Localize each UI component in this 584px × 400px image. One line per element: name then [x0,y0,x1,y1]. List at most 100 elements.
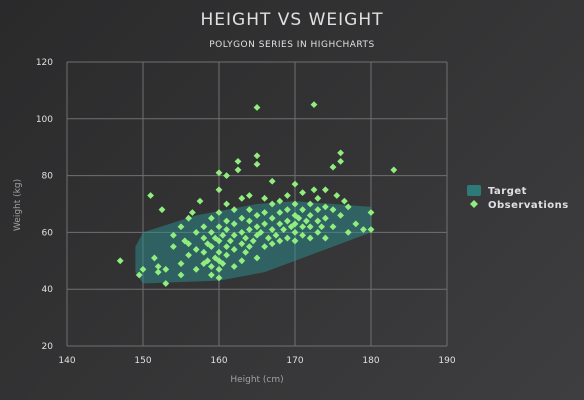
observation-point[interactable] [151,254,158,262]
observation-point[interactable] [295,214,303,222]
observation-point[interactable] [360,226,367,233]
observation-point[interactable] [154,268,162,276]
observation-point[interactable] [333,192,341,199]
observation-point[interactable] [189,209,196,216]
observation-point[interactable] [306,223,314,231]
observation-point[interactable] [322,186,329,194]
observation-point[interactable] [291,180,299,188]
observation-point[interactable] [208,271,215,279]
observation-point[interactable] [177,223,185,231]
observation-point[interactable] [268,214,276,222]
observation-point[interactable] [227,237,234,245]
observation-point[interactable] [185,214,192,222]
observation-point[interactable] [314,194,322,202]
observation-point[interactable] [219,260,227,268]
observation-point[interactable] [147,192,154,199]
observation-point[interactable] [185,240,192,248]
observation-point[interactable] [291,220,299,228]
observation-point[interactable] [337,158,344,165]
observation-point[interactable] [329,206,337,214]
observation-point[interactable] [208,214,215,222]
observation-point[interactable] [268,226,276,233]
observation-point[interactable] [238,229,246,236]
observation-point[interactable] [246,243,253,250]
observation-point[interactable] [139,265,147,273]
observation-point[interactable] [246,226,253,233]
observation-point[interactable] [261,194,268,202]
observation-point[interactable] [268,177,276,185]
observation-point[interactable] [344,229,352,236]
observation-point[interactable] [162,265,170,273]
observation-point[interactable] [246,217,253,225]
observation-point[interactable] [116,257,124,265]
observation-point[interactable] [390,166,398,174]
observation-point[interactable] [344,203,352,211]
observation-point[interactable] [322,203,329,211]
observation-point[interactable] [284,192,291,199]
observation-point[interactable] [208,243,215,250]
observation-point[interactable] [314,217,322,225]
observation-point[interactable] [234,158,242,165]
observation-point[interactable] [314,206,322,214]
observation-point[interactable] [367,226,375,233]
observation-point[interactable] [170,231,177,239]
observation-point[interactable] [261,243,268,250]
observation-point[interactable] [181,237,189,245]
observation-point[interactable] [230,263,238,270]
observation-point[interactable] [253,152,261,160]
observation-point[interactable] [223,172,230,179]
observation-point[interactable] [329,223,337,231]
observation-point[interactable] [185,251,192,259]
observation-point[interactable] [177,271,185,279]
observation-point[interactable] [253,231,261,239]
observation-point[interactable] [219,231,227,239]
observation-point[interactable] [208,263,215,270]
observation-point[interactable] [246,206,253,214]
observation-point[interactable] [268,200,276,208]
observation-point[interactable] [253,223,261,231]
observation-point[interactable] [280,226,287,233]
observation-point[interactable] [192,265,200,273]
observation-point[interactable] [265,234,272,242]
observation-point[interactable] [276,237,284,245]
observation-point[interactable] [314,229,322,236]
observation-point[interactable] [200,223,208,231]
observation-point[interactable] [177,260,185,268]
observation-point[interactable] [284,206,291,214]
observation-point[interactable] [215,274,223,282]
observation-point[interactable] [230,231,238,239]
observation-point[interactable] [299,189,306,197]
observation-point[interactable] [223,226,230,233]
observation-point[interactable] [253,211,261,219]
observation-point[interactable] [276,220,284,228]
observation-point[interactable] [322,214,329,222]
observation-point[interactable] [230,206,238,214]
observation-point[interactable] [230,220,238,228]
observation-point[interactable] [234,166,242,174]
observation-point[interactable] [310,101,318,108]
observation-point[interactable] [291,211,299,219]
observation-point[interactable] [223,200,230,208]
observation-point[interactable] [135,271,143,279]
observation-point[interactable] [215,223,223,231]
observation-point[interactable] [215,248,223,256]
observation-point[interactable] [162,280,170,287]
observation-point[interactable] [192,246,200,253]
observation-point[interactable] [306,211,314,219]
observation-point[interactable] [215,265,223,273]
observation-point[interactable] [276,197,284,205]
observation-point[interactable] [253,160,261,168]
observation-point[interactable] [329,163,337,171]
observation-point[interactable] [261,220,268,228]
observation-point[interactable] [170,243,177,250]
observation-point[interactable] [211,234,219,242]
observation-point[interactable] [299,231,306,239]
observation-point[interactable] [268,240,276,248]
observation-point[interactable] [200,248,208,256]
observation-point[interactable] [337,149,344,157]
observation-point[interactable] [253,254,261,262]
observation-point[interactable] [230,246,238,253]
observation-point[interactable] [238,214,246,222]
observation-point[interactable] [238,240,246,248]
observation-point[interactable] [215,169,223,177]
